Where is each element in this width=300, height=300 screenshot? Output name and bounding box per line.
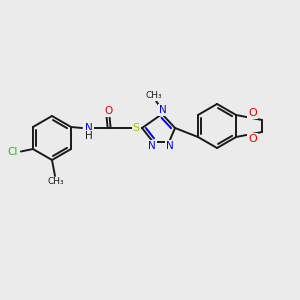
Text: O: O xyxy=(248,134,257,144)
Text: H: H xyxy=(85,131,93,141)
Text: Cl: Cl xyxy=(8,147,18,157)
Text: N: N xyxy=(166,141,174,151)
Text: N: N xyxy=(85,123,93,133)
Text: N: N xyxy=(159,105,167,115)
Text: CH₃: CH₃ xyxy=(48,178,64,187)
Text: O: O xyxy=(104,106,112,116)
Text: O: O xyxy=(248,108,257,118)
Text: CH₃: CH₃ xyxy=(146,92,162,100)
Text: S: S xyxy=(133,123,140,133)
Text: N: N xyxy=(148,141,156,151)
